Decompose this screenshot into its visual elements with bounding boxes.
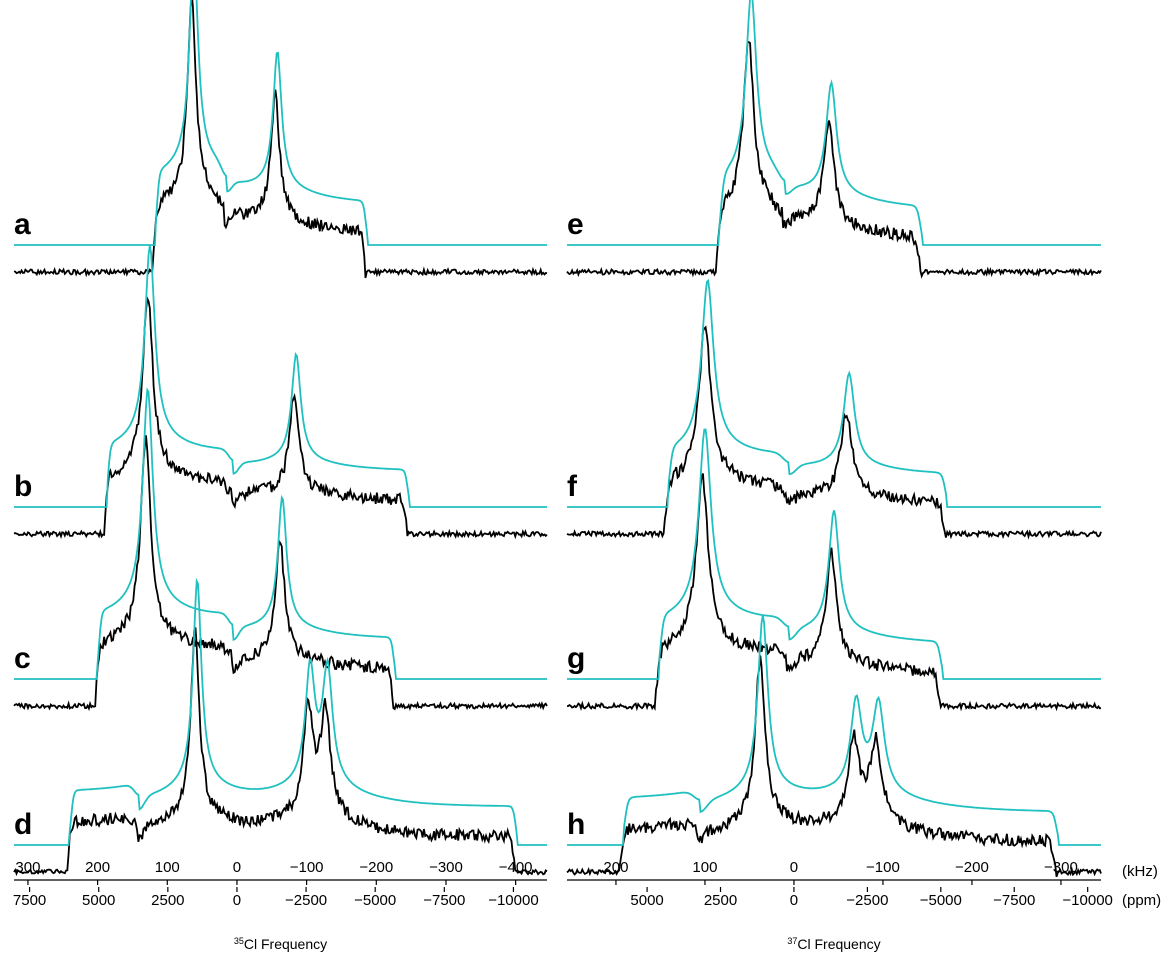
axis-title-text: Cl Frequency (244, 936, 327, 952)
simulated-spectrum-d (14, 577, 547, 846)
experimental-spectrum-b (13, 295, 548, 540)
khz-tick-label: −300 (429, 859, 463, 876)
khz-tick-label: −200 (955, 859, 989, 876)
ppm-tick-label: 5000 (630, 892, 663, 909)
experimental-spectrum-a (13, 0, 548, 279)
left-panel-35cl: a b c d 300 200 100 0 −100 −200 −300 −400 7500 5000 25… (13, 0, 548, 952)
ppm-tick-label: −7500 (423, 892, 465, 909)
ppm-tick-label: −10000 (488, 892, 538, 909)
khz-tick-label: 200 (603, 859, 628, 876)
khz-tick-label: −100 (866, 859, 900, 876)
khz-tick-label: 200 (85, 859, 110, 876)
spectrum-label-h: h (567, 808, 585, 841)
experimental-spectrum-c (13, 435, 548, 712)
khz-unit-label: (kHz) (1122, 863, 1158, 880)
khz-tick-label: 0 (790, 859, 798, 876)
isotope-superscript: 35 (234, 936, 244, 946)
experimental-spectrum-g (566, 473, 1102, 712)
simulated-spectrum-e (567, 0, 1101, 246)
x-axis-title: 37Cl Frequency (787, 936, 880, 952)
ppm-tick-label: −7500 (993, 892, 1035, 909)
ppm-tick-label: −10000 (1062, 892, 1112, 909)
khz-tick-label: −400 (499, 859, 533, 876)
right-panel-37cl: e f g h 200 100 0 −100 −200 −300 5000 2500 0 −2500 −50… (566, 0, 1113, 952)
simulated-spectrum-f (567, 278, 1101, 508)
simulated-spectrum-g (567, 428, 1101, 680)
ppm-tick-label: 0 (790, 892, 798, 909)
spectrum-label-a: a (14, 208, 31, 241)
axis-title-text: Cl Frequency (797, 936, 880, 952)
experimental-spectrum-h (566, 655, 1102, 878)
ppm-tick-label: −5000 (920, 892, 962, 909)
ppm-tick-label: 2500 (704, 892, 737, 909)
experimental-spectrum-f (566, 325, 1102, 540)
ppm-tick-label: 2500 (151, 892, 184, 909)
spectrum-label-f: f (567, 470, 578, 503)
simulated-spectrum-c (14, 387, 547, 680)
simulated-spectrum-a (14, 0, 547, 246)
ppm-tick-label: −2500 (846, 892, 888, 909)
spectrum-label-b: b (14, 470, 32, 503)
khz-tick-label: 300 (15, 859, 40, 876)
ppm-unit-label: (ppm) (1122, 892, 1161, 909)
ppm-tick-label: −2500 (285, 892, 327, 909)
ppm-tick-label: 5000 (82, 892, 115, 909)
spectrum-label-g: g (567, 642, 585, 675)
khz-tick-label: −200 (359, 859, 393, 876)
spectrum-label-c: c (14, 642, 31, 675)
spectrum-label-d: d (14, 808, 32, 841)
ppm-tick-label: −5000 (354, 892, 396, 909)
khz-tick-label: 0 (233, 859, 241, 876)
isotope-superscript: 37 (787, 936, 797, 946)
khz-tick-label: 100 (155, 859, 180, 876)
khz-tick-label: 100 (692, 859, 717, 876)
experimental-spectrum-e (566, 40, 1102, 279)
simulated-spectrum-h (567, 615, 1101, 846)
khz-tick-label: −300 (1044, 859, 1078, 876)
x-axis-title: 35Cl Frequency (234, 936, 327, 952)
experimental-spectrum-d (13, 627, 548, 877)
simulated-spectrum-b (14, 245, 547, 508)
ppm-tick-label: 0 (233, 892, 241, 909)
spectrum-label-e: e (567, 208, 584, 241)
ppm-tick-label: 7500 (13, 892, 46, 909)
khz-tick-label: −100 (290, 859, 324, 876)
